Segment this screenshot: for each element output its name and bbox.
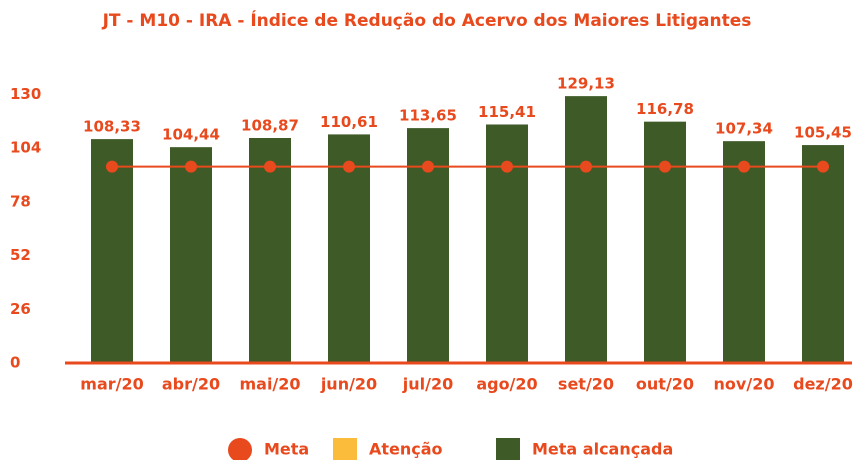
data-label: 129,13 — [557, 75, 615, 93]
x-tick-label: jun/20 — [320, 375, 377, 394]
y-tick-label: 0 — [10, 354, 20, 372]
bar — [644, 121, 686, 363]
x-tick-label: out/20 — [636, 375, 694, 394]
x-tick-label: abr/20 — [162, 375, 220, 394]
x-tick-label: nov/20 — [714, 375, 775, 394]
meta-point — [659, 160, 671, 173]
y-tick-label: 104 — [10, 139, 41, 157]
legend-marker — [333, 438, 357, 460]
bar — [802, 145, 844, 363]
data-label: 107,34 — [715, 120, 773, 138]
meta-point — [580, 160, 592, 173]
bar — [249, 138, 291, 363]
data-label: 108,33 — [83, 118, 141, 136]
meta-point — [738, 160, 750, 173]
legend-label: Meta alcançada — [532, 440, 673, 459]
chart-title: JT - M10 - IRA - Índice de Redução do Ac… — [102, 9, 752, 31]
x-tick-label: ago/20 — [476, 375, 537, 394]
y-tick-label: 130 — [10, 85, 41, 103]
meta-point — [343, 160, 355, 173]
x-tick-label: dez/20 — [793, 375, 853, 394]
data-label: 116,78 — [636, 100, 694, 118]
x-tick-label: mar/20 — [80, 375, 143, 394]
data-label: 110,61 — [320, 113, 378, 131]
data-label: 104,44 — [162, 126, 220, 144]
bar — [723, 141, 765, 363]
meta-point — [501, 160, 513, 173]
x-tick-label: set/20 — [558, 375, 614, 394]
data-label: 105,45 — [794, 124, 852, 142]
y-tick-label: 78 — [10, 192, 31, 210]
data-label: 113,65 — [399, 107, 457, 125]
legend-marker — [228, 438, 252, 460]
bar — [486, 124, 528, 364]
meta-point — [817, 160, 829, 173]
meta-point — [106, 160, 118, 173]
meta-point — [185, 160, 197, 173]
x-tick-label: jul/20 — [402, 375, 453, 394]
legend-label: Atenção — [369, 440, 443, 459]
bar — [91, 139, 133, 363]
y-tick-label: 52 — [10, 246, 31, 264]
legend-label: Meta — [264, 440, 309, 459]
bar — [565, 96, 607, 363]
data-label: 108,87 — [241, 117, 299, 135]
bar — [170, 147, 212, 363]
y-tick-label: 26 — [10, 300, 31, 318]
legend-marker — [496, 438, 520, 460]
x-tick-label: mai/20 — [239, 375, 300, 394]
meta-point — [422, 160, 434, 173]
meta-point — [264, 160, 276, 173]
data-label: 115,41 — [478, 103, 536, 121]
